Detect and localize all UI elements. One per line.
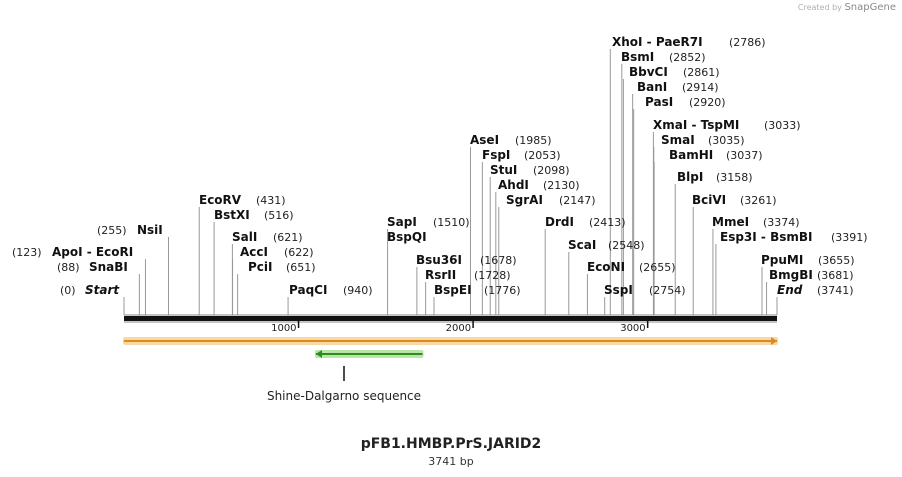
site-position-blpi: (3158)	[716, 171, 753, 184]
snapgene-credit: Created by SnapGene	[798, 2, 896, 13]
site-position-ecorv: (431)	[256, 194, 286, 207]
site-position-end: (3741)	[817, 284, 854, 297]
site-label-bstxi: BstXI	[214, 208, 250, 222]
site-label-ecorv: EcoRV	[199, 193, 242, 207]
site-position-rsrii: (1728)	[474, 269, 511, 282]
site-label-sgrai: SgrAI	[506, 193, 543, 207]
site-labels-layer: Start (0) SnaBI (88) ApoI - EcoRI (123) NsiI (2…	[12, 35, 868, 297]
site-label-bmgbi: BmgBI	[769, 268, 813, 282]
site-position-bstxi: (516)	[264, 209, 294, 222]
site-position-bamhi: (3037)	[726, 149, 763, 162]
site-label-pasi: PasI	[645, 95, 673, 109]
site-label-nsii: NsiI	[137, 223, 163, 237]
site-label-start: Start	[85, 283, 120, 297]
site-position-drdi: (2413)	[589, 216, 626, 229]
site-label-rsrii: RsrII	[425, 268, 456, 282]
site-position-mmei: (3374)	[763, 216, 800, 229]
site-label-fspi: FspI	[482, 148, 510, 162]
backbone-layer: 1000 2000 3000	[124, 314, 777, 334]
site-label-stui: StuI	[490, 163, 517, 177]
annotation-label: Shine-Dalgarno sequence	[267, 389, 421, 403]
site-lines-layer	[123, 49, 778, 315]
feature-arrow-backbone-feature	[771, 337, 777, 345]
site-label-bspei: BspEI	[434, 283, 472, 297]
site-label-sspi: SspI	[604, 283, 633, 297]
site-label-bsmi: BsmI	[621, 50, 654, 64]
site-position-sspi: (2754)	[649, 284, 686, 297]
site-label-blpi: BlpI	[677, 170, 703, 184]
site-label-acci: AccI	[240, 245, 268, 259]
backbone-bar	[124, 316, 777, 321]
site-position-bmgbi: (3681)	[817, 269, 854, 282]
site-label-ppumi: PpuMI	[761, 253, 803, 267]
snapgene-logo: SnapGene	[844, 2, 896, 13]
site-label-bcivi: BciVI	[692, 193, 726, 207]
site-position-econi: (2655)	[639, 261, 676, 274]
site-label-paqci: PaqCI	[289, 283, 327, 297]
site-label-bbvci: BbvCI	[629, 65, 668, 79]
site-label-bani: BanI	[637, 80, 667, 94]
site-position-pasi: (2920)	[689, 96, 726, 109]
site-position-ahdi: (2130)	[543, 179, 580, 192]
site-label-xmai-tspmi: XmaI - TspMI	[653, 118, 739, 132]
plasmid-name: pFB1.HMBP.PrS.JARID2	[360, 436, 542, 452]
site-position-bbvci: (2861)	[683, 66, 720, 79]
site-label-econi: EcoNI	[587, 260, 625, 274]
site-position-xmai-tspmi: (3033)	[764, 119, 801, 132]
tick-label-1000: 1000	[271, 323, 296, 334]
plasmid-size: 3741 bp	[428, 455, 474, 468]
site-position-asei: (1985)	[515, 134, 552, 147]
site-label-apoi-ecori: ApoI - EcoRI	[52, 245, 133, 259]
site-label-bamhi: BamHI	[669, 148, 713, 162]
site-position-xhoi-paer7i: (2786)	[729, 36, 766, 49]
site-label-pcii: PciI	[248, 260, 273, 274]
site-label-end: End	[777, 283, 803, 297]
site-position-stui: (2098)	[533, 164, 570, 177]
site-position-sapi: (1510)	[433, 216, 470, 229]
site-label-mmei: MmeI	[712, 215, 749, 229]
site-position-snabi: (88)	[57, 261, 80, 274]
site-position-scai: (2548)	[608, 239, 645, 252]
site-position-pcii: (651)	[286, 261, 316, 274]
site-position-start: (0)	[60, 284, 76, 297]
site-label-drdi: DrdI	[545, 215, 574, 229]
site-label-snabi: SnaBI	[89, 260, 128, 274]
site-label-xhoi-paer7i: XhoI - PaeR7I	[612, 35, 703, 49]
site-position-ppumi: (3655)	[818, 254, 855, 267]
site-position-paqci: (940)	[343, 284, 373, 297]
feature-arrow-shine-dalgarno-sequence	[316, 350, 323, 358]
site-position-apoi-ecori: (123)	[12, 246, 42, 259]
site-label-esp3i-bsmbi: Esp3I - BsmBI	[720, 230, 812, 244]
site-position-bsu36i: (1678)	[480, 254, 517, 267]
site-position-bsmi: (2852)	[669, 51, 706, 64]
site-position-sgrai: (2147)	[559, 194, 596, 207]
site-label-sapi: SapI	[387, 215, 417, 229]
site-label-bspqi: BspQI	[387, 230, 427, 244]
site-label-scai: ScaI	[568, 238, 596, 252]
site-position-esp3i-bsmbi: (3391)	[831, 231, 868, 244]
features-layer: Shine-Dalgarno sequence	[123, 337, 778, 403]
credit-prefix: Created by	[797, 3, 842, 12]
site-label-ahdi: AhdI	[498, 178, 529, 192]
site-label-sali: SalI	[232, 230, 257, 244]
tick-label-2000: 2000	[446, 323, 471, 334]
site-position-smai: (3035)	[708, 134, 745, 147]
site-position-sali: (621)	[273, 231, 303, 244]
tick-label-3000: 3000	[620, 323, 645, 334]
site-position-bcivi: (3261)	[740, 194, 777, 207]
site-label-bsu36i: Bsu36I	[416, 253, 462, 267]
site-label-asei: AseI	[470, 133, 499, 147]
site-position-fspi: (2053)	[524, 149, 561, 162]
site-position-bspei: (1776)	[484, 284, 521, 297]
site-label-smai: SmaI	[661, 133, 695, 147]
site-position-nsii: (255)	[97, 224, 127, 237]
site-position-bani: (2914)	[682, 81, 719, 94]
site-position-acci: (622)	[284, 246, 314, 259]
